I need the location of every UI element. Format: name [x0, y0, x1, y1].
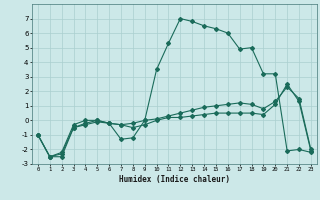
X-axis label: Humidex (Indice chaleur): Humidex (Indice chaleur) [119, 175, 230, 184]
